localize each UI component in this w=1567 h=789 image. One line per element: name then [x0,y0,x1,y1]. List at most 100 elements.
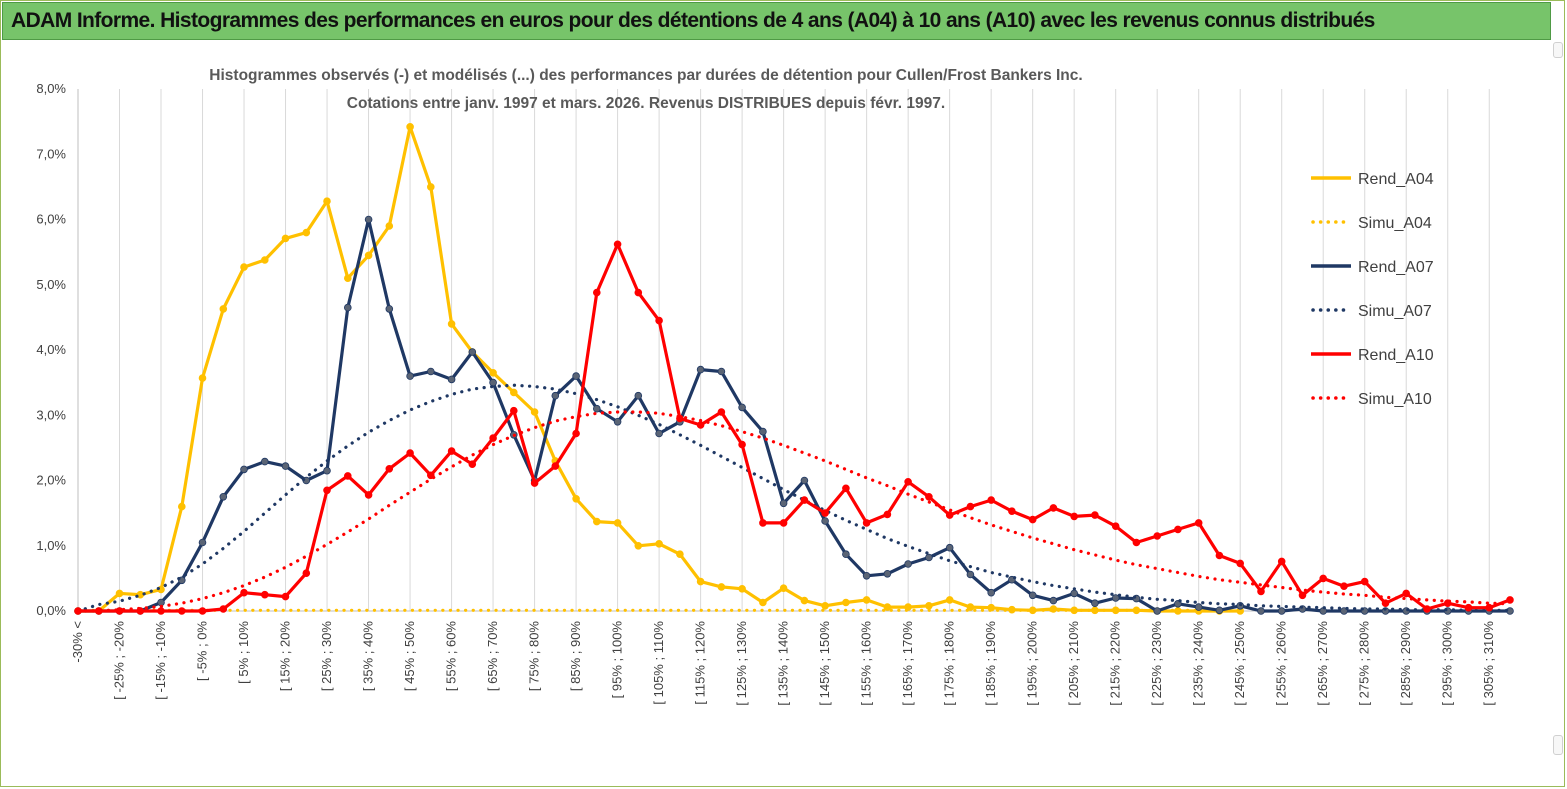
data-point [426,183,435,191]
data-point [572,429,580,438]
data-point [343,274,352,283]
x-tick-label: [ 285% ; 290% [1398,621,1413,706]
data-point [1215,551,1224,560]
data-point [966,502,975,511]
series-Simu_A07 [76,383,1512,613]
legend-label: Simu_A07 [1358,303,1432,320]
series-line-Simu_A07 [76,383,1512,613]
data-point [1423,605,1431,613]
data-point [364,491,373,499]
data-point [260,457,269,466]
report-banner: ADAM Informe. Histogrammes des performan… [2,2,1551,40]
data-point [1111,522,1120,530]
data-point [987,496,995,504]
data-point [530,479,539,487]
data-point [281,462,290,470]
x-tick-label: [ 15% ; 20% [278,621,293,692]
data-point [323,197,331,206]
data-point [468,348,477,356]
data-point [738,440,746,449]
data-point [1070,512,1078,521]
x-tick-label: [ 265% ; 270% [1315,621,1330,706]
scroll-handle-bottom[interactable] [1553,735,1563,755]
x-tick-label: [ 235% ; 240% [1191,621,1206,706]
data-point [655,429,663,438]
x-tick-label: [ 175% ; 180% [942,621,957,706]
data-point [759,519,767,527]
series-Simu_A10 [76,410,1512,613]
data-point [966,603,975,611]
scroll-handle-top[interactable] [1553,42,1563,58]
data-point [655,539,663,548]
x-tick-label: [ 105% ; 110% [651,621,666,705]
data-point [364,251,373,260]
data-point [1153,607,1161,615]
data-point [634,288,643,297]
data-point [572,372,580,380]
data-point [655,316,663,325]
data-point [800,496,809,504]
y-tick-label: 7,0% [36,146,66,161]
data-point [717,367,726,376]
data-point [1257,607,1265,615]
y-tick-label: 2,0% [36,473,66,488]
data-point [198,374,207,382]
data-point [592,404,601,413]
series-Rend_A10 [74,240,1514,615]
data-point [842,598,850,607]
x-tick-label: [ 115% ; 120% [693,621,708,705]
grid-lines [77,89,1490,611]
series-line-Simu_A10 [76,410,1512,613]
data-point [281,234,290,243]
y-tick-label: 4,0% [36,342,66,357]
data-point [489,378,497,387]
x-tick-label: [ 25% ; 30% [319,621,334,692]
legend-label: Rend_A04 [1358,171,1434,188]
data-point [883,603,892,611]
y-tick-label: 8,0% [36,81,66,96]
data-point [1236,559,1244,568]
x-tick-label: [ 35% ; 40% [361,621,376,692]
data-point [676,550,684,558]
legend-label: Simu_A10 [1358,391,1432,408]
data-point [779,519,788,527]
x-tick-label: [ 305% ; 310% [1481,621,1496,706]
data-point [551,391,560,400]
data-point [800,596,809,605]
x-tick-label: [ 155% ; 160% [859,621,874,706]
data-point [489,434,497,442]
data-point [240,263,248,271]
data-point [592,288,601,297]
data-point [219,605,228,613]
x-tick-label: [ 185% ; 190% [983,621,998,706]
data-point [1194,603,1203,611]
x-tick-label: [ 5% ; 10% [236,621,251,684]
data-point [1008,507,1016,516]
data-point [302,569,311,577]
data-point [862,596,871,604]
data-point [489,368,497,377]
data-point [1340,582,1348,590]
data-point [468,460,477,469]
data-point [385,305,394,313]
data-point [178,502,186,511]
x-tick-label: [ 135% ; 140% [776,621,791,706]
series-line-Rend_A07 [76,217,1512,613]
data-point [260,590,269,599]
data-point [800,476,809,485]
data-point [1091,511,1099,519]
data-point [1381,599,1390,607]
data-point [1485,603,1493,612]
data-point [738,584,746,593]
axes: 0,0% 1,0% 2,0% 3,0% 4,0% 5,0% 6,0% 7,0% 8,0% -30%… [36,81,1510,706]
series-line-Rend_A10 [76,242,1512,613]
data-point [634,391,643,400]
data-point [779,499,788,508]
data-point [883,510,892,519]
data-point [925,601,933,610]
data-point [1091,599,1099,607]
data-point [1174,525,1182,534]
data-point [613,240,622,249]
data-point [966,570,975,579]
